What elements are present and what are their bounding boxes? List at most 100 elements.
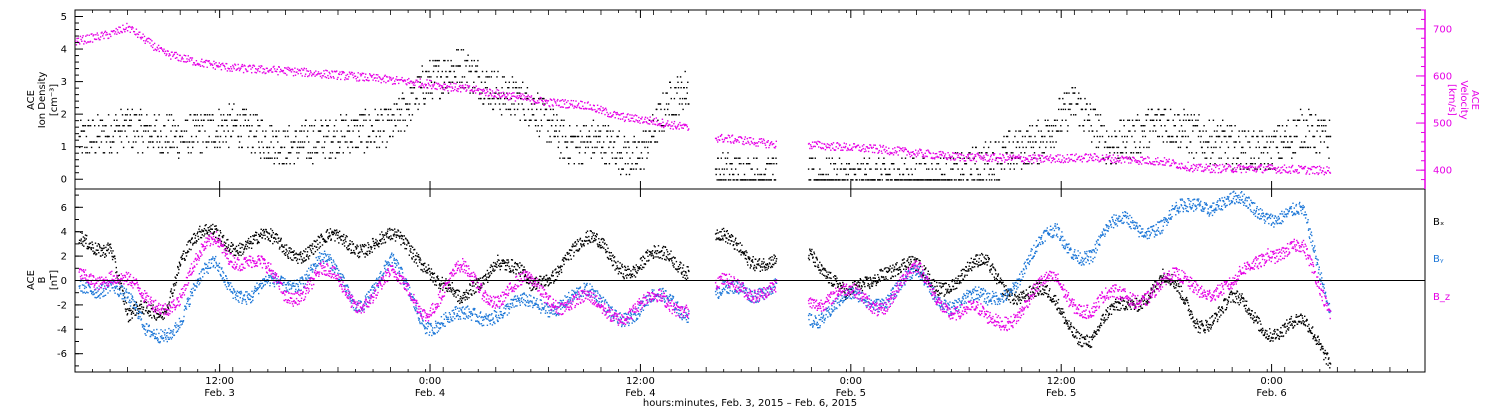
velocity-point xyxy=(149,38,152,41)
density-point xyxy=(931,163,933,165)
velocity-point xyxy=(619,118,622,120)
density-point xyxy=(724,157,727,159)
density-point xyxy=(911,173,913,176)
velocity-point xyxy=(1133,157,1135,159)
density-point xyxy=(345,119,347,121)
velocity-point xyxy=(122,24,124,26)
bx-point xyxy=(309,244,311,247)
bx-point xyxy=(413,261,415,263)
velocity-point xyxy=(851,149,854,151)
velocity-point xyxy=(1041,155,1044,157)
bx-point xyxy=(380,243,383,245)
velocity-point xyxy=(843,142,845,144)
velocity-point xyxy=(946,158,949,161)
velocity-point xyxy=(1108,156,1110,158)
velocity-point xyxy=(402,79,404,82)
velocity-point xyxy=(180,58,183,60)
velocity-point xyxy=(854,145,856,148)
bx-point xyxy=(234,247,236,249)
density-point xyxy=(670,97,672,100)
density-point xyxy=(682,108,684,111)
velocity-point xyxy=(480,93,482,95)
density-point xyxy=(657,119,659,121)
velocity-point xyxy=(587,101,589,103)
density-point xyxy=(1135,152,1138,154)
bx-point xyxy=(280,238,282,241)
density-point xyxy=(429,92,432,94)
density-point xyxy=(337,141,340,143)
density-point xyxy=(1148,141,1151,143)
velocity-point xyxy=(1043,160,1046,162)
velocity-point xyxy=(1068,157,1070,159)
velocity-point xyxy=(627,113,629,115)
density-point xyxy=(963,157,965,159)
bx-point xyxy=(308,258,310,260)
density-point xyxy=(148,141,150,143)
bx-point xyxy=(363,253,365,255)
density-point xyxy=(1056,119,1058,121)
velocity-point xyxy=(1101,158,1103,160)
velocity-point xyxy=(945,157,947,159)
density-point xyxy=(1122,141,1124,143)
bx-point xyxy=(330,239,332,241)
velocity-point xyxy=(933,158,936,160)
velocity-point xyxy=(161,48,163,50)
velocity-point xyxy=(1291,165,1293,168)
velocity-point xyxy=(99,39,101,41)
bx-point xyxy=(390,237,393,240)
density-point xyxy=(1263,163,1266,165)
velocity-point xyxy=(263,71,265,73)
density-point xyxy=(1204,157,1206,159)
density-point xyxy=(1246,168,1249,170)
bx-point xyxy=(98,252,100,254)
velocity-point xyxy=(1141,156,1143,158)
velocity-point xyxy=(1017,156,1019,159)
velocity-point xyxy=(919,148,921,150)
bx-point xyxy=(195,242,197,244)
density-point xyxy=(768,163,770,165)
density-point xyxy=(315,152,318,154)
bx-point xyxy=(127,308,129,310)
velocity-point xyxy=(896,146,899,148)
bx-point xyxy=(362,245,365,247)
velocity-point xyxy=(124,28,127,31)
bx-point xyxy=(435,284,438,286)
velocity-point xyxy=(896,151,898,153)
bx-point xyxy=(123,303,125,305)
density-point xyxy=(576,125,578,127)
density-point xyxy=(910,168,912,170)
density-point xyxy=(1117,157,1119,159)
density-point xyxy=(295,135,297,138)
density-point xyxy=(756,168,759,170)
density-point xyxy=(1222,119,1224,121)
bx-point xyxy=(321,235,323,237)
density-point xyxy=(838,179,840,181)
bx-point xyxy=(220,240,223,242)
velocity-point xyxy=(81,36,84,39)
velocity-point xyxy=(180,60,182,62)
density-point xyxy=(576,135,579,138)
density-point xyxy=(481,92,483,94)
velocity-point xyxy=(124,31,126,33)
density-point xyxy=(353,119,355,121)
velocity-point xyxy=(1014,157,1016,160)
velocity-point xyxy=(230,66,232,68)
velocity-point xyxy=(1016,155,1019,158)
density-point xyxy=(922,179,925,181)
velocity-point xyxy=(130,26,132,29)
density-point xyxy=(1097,114,1099,116)
velocity-point xyxy=(102,35,104,37)
density-point xyxy=(901,157,903,159)
bx-point xyxy=(328,235,331,238)
velocity-point xyxy=(1285,171,1287,173)
bx-point xyxy=(235,254,237,257)
bx-point xyxy=(238,254,240,256)
velocity-point xyxy=(201,58,203,60)
velocity-point xyxy=(232,66,235,68)
density-point xyxy=(985,179,988,181)
density-point xyxy=(437,70,439,73)
density-point xyxy=(1160,114,1162,116)
density-point xyxy=(236,114,239,116)
bx-point xyxy=(186,251,188,254)
density-point xyxy=(194,114,196,116)
